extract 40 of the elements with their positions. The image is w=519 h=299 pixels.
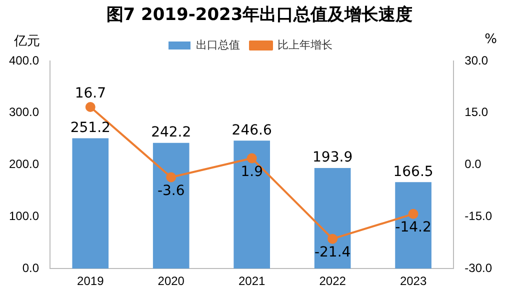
y2-axis-title: % (484, 32, 497, 47)
y-tick-label: 0.0 (22, 260, 40, 275)
data-label: 193.9 (312, 150, 353, 166)
legend-label: 比上年增长 (278, 38, 332, 52)
data-label: 166.5 (393, 164, 434, 180)
y-tick-label: 100.0 (9, 209, 40, 224)
data-label: 242.2 (151, 124, 192, 141)
x-tick-label: 2023 (400, 274, 427, 288)
y2-tick-label: 0.0 (464, 157, 482, 172)
legend-label: 出口总值 (196, 38, 240, 52)
point (246, 153, 257, 164)
bar (314, 168, 351, 269)
chart-title: 图7 2019-2023年出口总值及增长速度 (105, 4, 414, 27)
data-label: 16.7 (74, 86, 106, 102)
point (85, 102, 96, 112)
y2-tick-label: 15.0 (464, 105, 488, 120)
x-tick-label: 2021 (238, 274, 266, 288)
y-tick-label: 400.0 (9, 53, 40, 68)
y-axis-title: 亿元 (14, 33, 40, 50)
bar (234, 140, 270, 269)
x-tick-label: 2019 (77, 274, 104, 288)
point (408, 208, 418, 219)
y-tick-label: 200.0 (9, 157, 40, 172)
point (166, 172, 176, 182)
data-label: 251.2 (70, 120, 110, 136)
bar (152, 142, 190, 269)
data-label: 246.6 (232, 122, 272, 138)
bar (395, 182, 432, 269)
bar (72, 138, 109, 269)
y2-tick-label: 30.0 (464, 53, 488, 68)
data-label: -21.4 (314, 244, 351, 260)
point (328, 234, 338, 244)
y2-tick-label: -30.0 (464, 260, 492, 275)
x-tick-label: 2020 (158, 274, 185, 288)
data-label: -3.6 (157, 182, 185, 199)
y-tick-label: 300.0 (9, 105, 40, 120)
x-tick-label: 2022 (319, 274, 346, 288)
data-label: -14.2 (395, 220, 432, 236)
y2-tick-label: -15.0 (464, 209, 492, 224)
data-label: 1.9 (240, 164, 263, 180)
